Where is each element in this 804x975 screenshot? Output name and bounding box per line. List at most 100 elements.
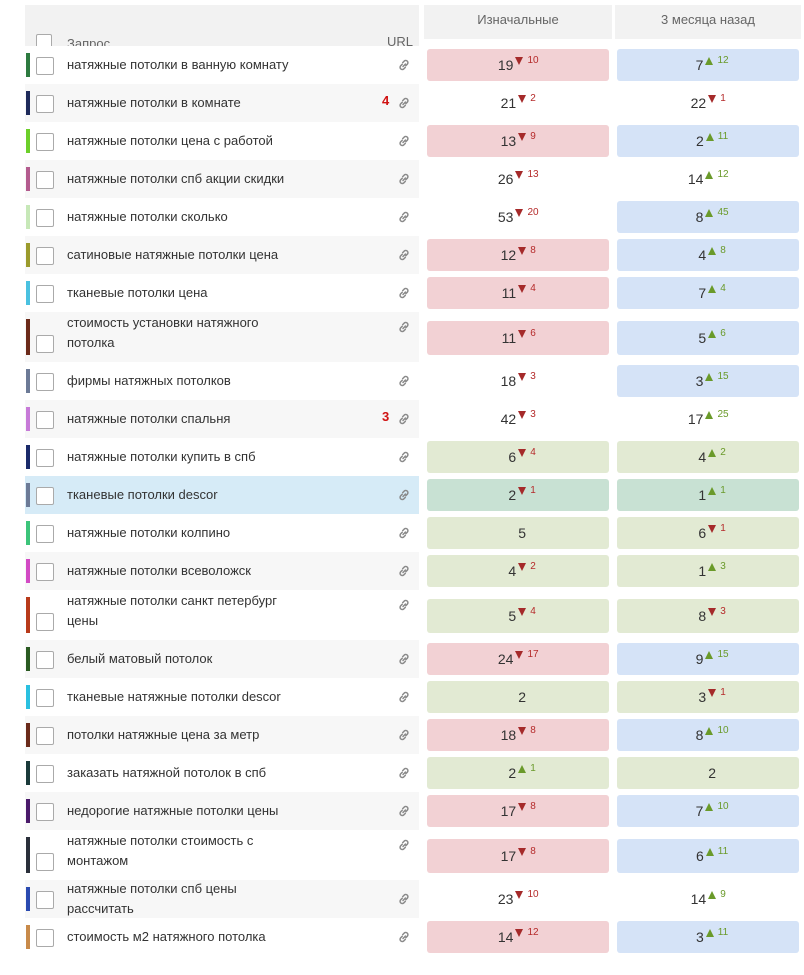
position-cell[interactable]: 19 10 [427,49,609,81]
row-checkbox[interactable] [36,285,54,303]
position-cell[interactable]: 23 10 [427,883,609,915]
position-cell[interactable]: 11 4 [427,277,609,309]
position-cell[interactable]: 2 [617,757,799,789]
position-cell[interactable]: 26 13 [427,163,609,195]
table-row[interactable]: заказать натяжной потолок в спб 2 1 2 [0,754,804,792]
url-column-header[interactable]: URL [387,34,414,49]
row-checkbox[interactable] [36,95,54,113]
row-checkbox[interactable] [36,689,54,707]
link-icon[interactable] [396,319,412,335]
position-cell[interactable]: 6 11 [617,839,799,873]
position-cell[interactable]: 21 2 [427,87,609,119]
table-row[interactable]: стоимость м2 натяжного потолка 14 12 3 11 [0,918,804,956]
position-cell[interactable]: 17 8 [427,795,609,827]
position-cell[interactable]: 17 8 [427,839,609,873]
row-checkbox[interactable] [36,487,54,505]
table-row[interactable]: потолки натяжные цена за метр 18 8 8 10 [0,716,804,754]
link-icon[interactable] [396,209,412,225]
table-row[interactable]: натяжные потолки в ванную комнату 19 10 7 12 [0,46,804,84]
link-icon[interactable] [396,285,412,301]
link-icon[interactable] [396,891,412,907]
row-checkbox[interactable] [36,727,54,745]
row-checkbox[interactable] [36,765,54,783]
position-cell[interactable]: 18 8 [427,719,609,751]
link-icon[interactable] [396,929,412,945]
position-cell[interactable]: 13 9 [427,125,609,157]
table-row[interactable]: натяжные потолки стоимость с монтажом 17 8… [0,830,804,880]
link-icon[interactable] [396,133,412,149]
position-cell[interactable]: 8 45 [617,201,799,233]
link-icon[interactable] [396,373,412,389]
row-checkbox[interactable] [36,411,54,429]
row-checkbox[interactable] [36,803,54,821]
row-checkbox[interactable] [36,929,54,947]
table-row[interactable]: натяжные потолки цена с работой 13 9 2 11 [0,122,804,160]
table-row[interactable]: белый матовый потолок 24 17 9 15 [0,640,804,678]
link-icon[interactable] [396,837,412,853]
link-icon[interactable] [396,803,412,819]
row-checkbox[interactable] [36,449,54,467]
table-row[interactable]: тканевые потолки descor 2 1 1 1 [0,476,804,514]
table-row[interactable]: натяжные потолки санкт петербург цены 5 4 8… [0,590,804,640]
position-cell[interactable]: 2 11 [617,125,799,157]
link-icon[interactable] [396,727,412,743]
position-cell[interactable]: 12 8 [427,239,609,271]
row-checkbox[interactable] [36,57,54,75]
table-row[interactable]: натяжные потолки сколько 53 20 8 45 [0,198,804,236]
position-cell[interactable]: 7 10 [617,795,799,827]
link-icon[interactable] [396,411,412,427]
table-row[interactable]: натяжные потолки спб акции скидки 26 13 14 1… [0,160,804,198]
row-checkbox[interactable] [36,525,54,543]
position-cell[interactable]: 8 10 [617,719,799,751]
position-cell[interactable]: 2 [427,681,609,713]
position-cell[interactable]: 22 1 [617,87,799,119]
position-cell[interactable]: 18 3 [427,365,609,397]
position-cell[interactable]: 14 9 [617,883,799,915]
table-row[interactable]: натяжные потолки купить в спб 6 4 4 2 [0,438,804,476]
row-checkbox[interactable] [36,891,54,909]
position-cell[interactable]: 14 12 [427,921,609,953]
table-row[interactable]: натяжные потолки спальня 3 42 3 17 25 [0,400,804,438]
position-cell[interactable]: 53 20 [427,201,609,233]
row-checkbox[interactable] [36,209,54,227]
link-icon[interactable] [396,563,412,579]
position-cell[interactable]: 11 6 [427,321,609,355]
row-checkbox[interactable] [36,247,54,265]
position-cell[interactable]: 9 15 [617,643,799,675]
table-row[interactable]: стоимость установки натяжного потолка 11 6… [0,312,804,362]
row-checkbox[interactable] [36,651,54,669]
link-icon[interactable] [396,525,412,541]
link-icon[interactable] [396,247,412,263]
table-row[interactable]: натяжные потолки всеволожск 4 2 1 3 [0,552,804,590]
link-icon[interactable] [396,171,412,187]
link-icon[interactable] [396,487,412,503]
table-row[interactable]: тканевые натяжные потолки descor 2 3 1 [0,678,804,716]
table-row[interactable]: недорогие натяжные потолки цены 17 8 7 10 [0,792,804,830]
position-cell[interactable]: 14 12 [617,163,799,195]
row-checkbox[interactable] [36,563,54,581]
row-checkbox[interactable] [36,853,54,871]
table-row[interactable]: натяжные потолки в комнате 4 21 2 22 1 [0,84,804,122]
link-icon[interactable] [396,449,412,465]
position-cell[interactable]: 3 11 [617,921,799,953]
position-cell[interactable]: 7 12 [617,49,799,81]
position-cell[interactable]: 5 [427,517,609,549]
position-cell[interactable]: 17 25 [617,403,799,435]
table-row[interactable]: натяжные потолки колпино 5 6 1 [0,514,804,552]
row-checkbox[interactable] [36,171,54,189]
table-row[interactable]: тканевые потолки цена 11 4 7 4 [0,274,804,312]
link-icon[interactable] [396,597,412,613]
link-icon[interactable] [396,57,412,73]
table-row[interactable]: фирмы натяжных потолков 18 3 3 15 [0,362,804,400]
row-checkbox[interactable] [36,373,54,391]
table-row[interactable]: натяжные потолки спб цены рассчитать 23 10… [0,880,804,918]
